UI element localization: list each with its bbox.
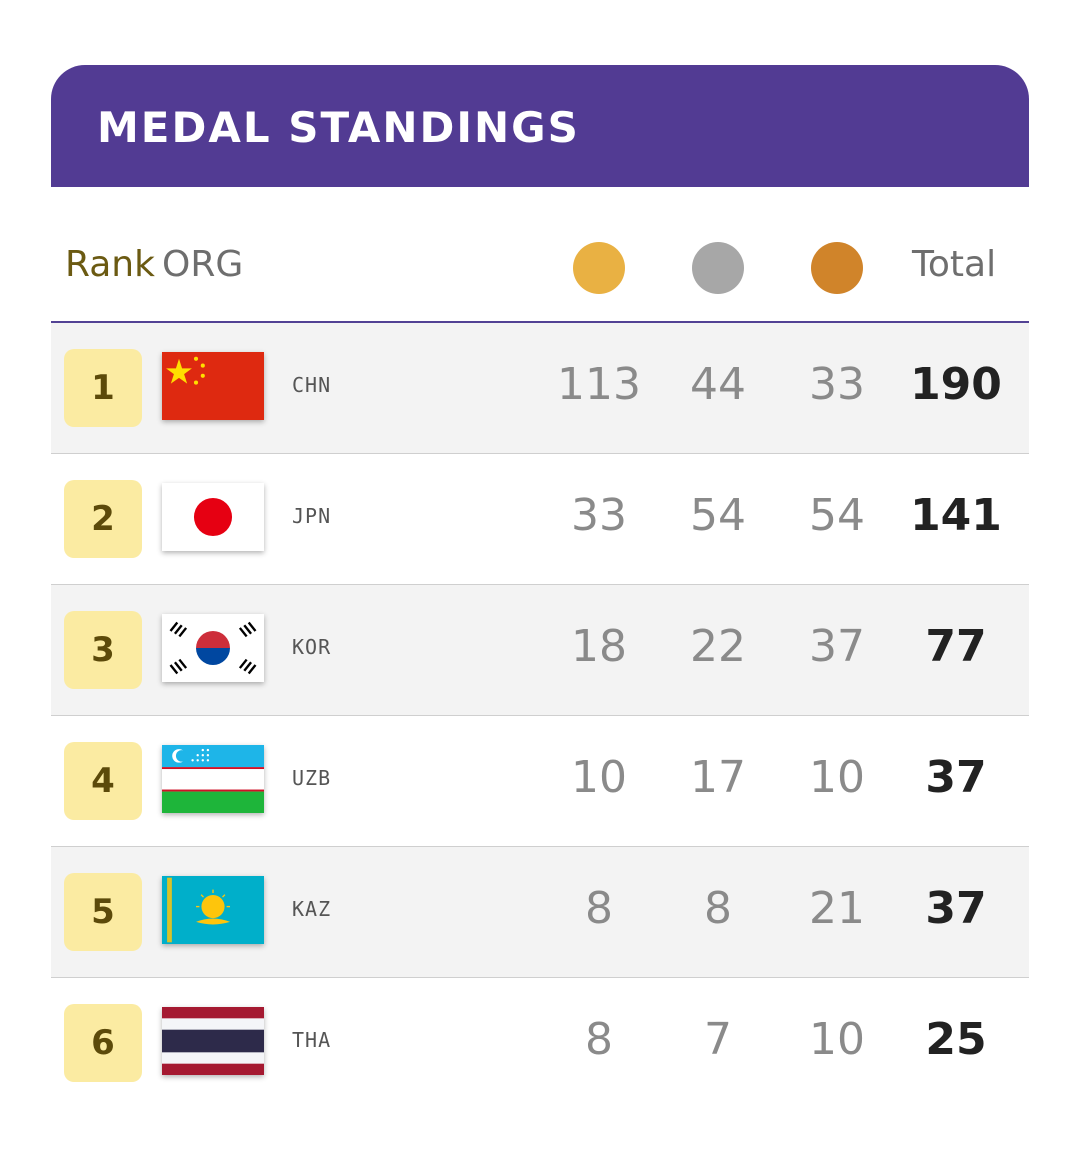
bronze-count: 21: [809, 883, 865, 934]
rank-column-header: Rank: [65, 244, 155, 285]
org-code: CHN: [292, 373, 332, 397]
gold-count: 8: [585, 883, 613, 934]
header-divider: [51, 321, 1029, 323]
bronze-count: 10: [809, 752, 865, 803]
standing-row-jpn[interactable]: 2 JPN 33 54 54 141: [51, 454, 1029, 586]
medal-standings-header: MEDAL STANDINGS: [51, 65, 1029, 187]
rank-badge: 3: [64, 611, 142, 689]
bronze-count: 37: [809, 621, 865, 672]
page-title: MEDAL STANDINGS: [97, 103, 580, 152]
standing-row-kaz[interactable]: 5 KAZ 8 8 21 37: [51, 847, 1029, 979]
thailand-flag-icon: [162, 1007, 264, 1075]
org-code: JPN: [292, 504, 332, 528]
total-column-header: Total: [912, 244, 997, 285]
gold-count: 10: [571, 752, 627, 803]
standing-row-tha[interactable]: 6 THA 8 7 10 25: [51, 978, 1029, 1108]
gold-count: 33: [571, 490, 627, 541]
kazakhstan-flag-icon: [162, 876, 264, 944]
rank-badge: 6: [64, 1004, 142, 1082]
gold-medal-icon: [573, 242, 625, 294]
org-code: UZB: [292, 766, 332, 790]
uzbekistan-flag-icon: [162, 745, 264, 813]
bronze-medal-icon: [811, 242, 863, 294]
rank-badge: 4: [64, 742, 142, 820]
standing-row-kor[interactable]: 3 KOR 18 22 37 77: [51, 585, 1029, 717]
org-code: KAZ: [292, 897, 332, 921]
silver-count: 7: [704, 1014, 732, 1065]
org-code: THA: [292, 1028, 332, 1052]
total-count: 77: [925, 621, 987, 672]
gold-count: 18: [571, 621, 627, 672]
gold-count: 113: [557, 359, 641, 410]
total-count: 37: [925, 752, 987, 803]
gold-count: 8: [585, 1014, 613, 1065]
total-count: 141: [910, 490, 1002, 541]
rank-badge: 1: [64, 349, 142, 427]
silver-count: 44: [690, 359, 746, 410]
silver-count: 8: [704, 883, 732, 934]
total-count: 190: [910, 359, 1002, 410]
japan-flag-icon: [162, 483, 264, 551]
total-count: 37: [925, 883, 987, 934]
china-flag-icon: [162, 352, 264, 420]
standing-row-chn[interactable]: 1 CHN 113 44 33 190: [51, 323, 1029, 455]
silver-medal-icon: [692, 242, 744, 294]
rank-badge: 2: [64, 480, 142, 558]
bronze-count: 10: [809, 1014, 865, 1065]
rank-badge: 5: [64, 873, 142, 951]
total-count: 25: [925, 1014, 987, 1065]
bronze-count: 33: [809, 359, 865, 410]
org-column-header: ORG: [162, 244, 244, 285]
korea-flag-icon: [162, 614, 264, 682]
silver-count: 22: [690, 621, 746, 672]
bronze-count: 54: [809, 490, 865, 541]
silver-count: 54: [690, 490, 746, 541]
org-code: KOR: [292, 635, 332, 659]
silver-count: 17: [690, 752, 746, 803]
standing-row-uzb[interactable]: 4 UZB 10 17 10 37: [51, 716, 1029, 848]
